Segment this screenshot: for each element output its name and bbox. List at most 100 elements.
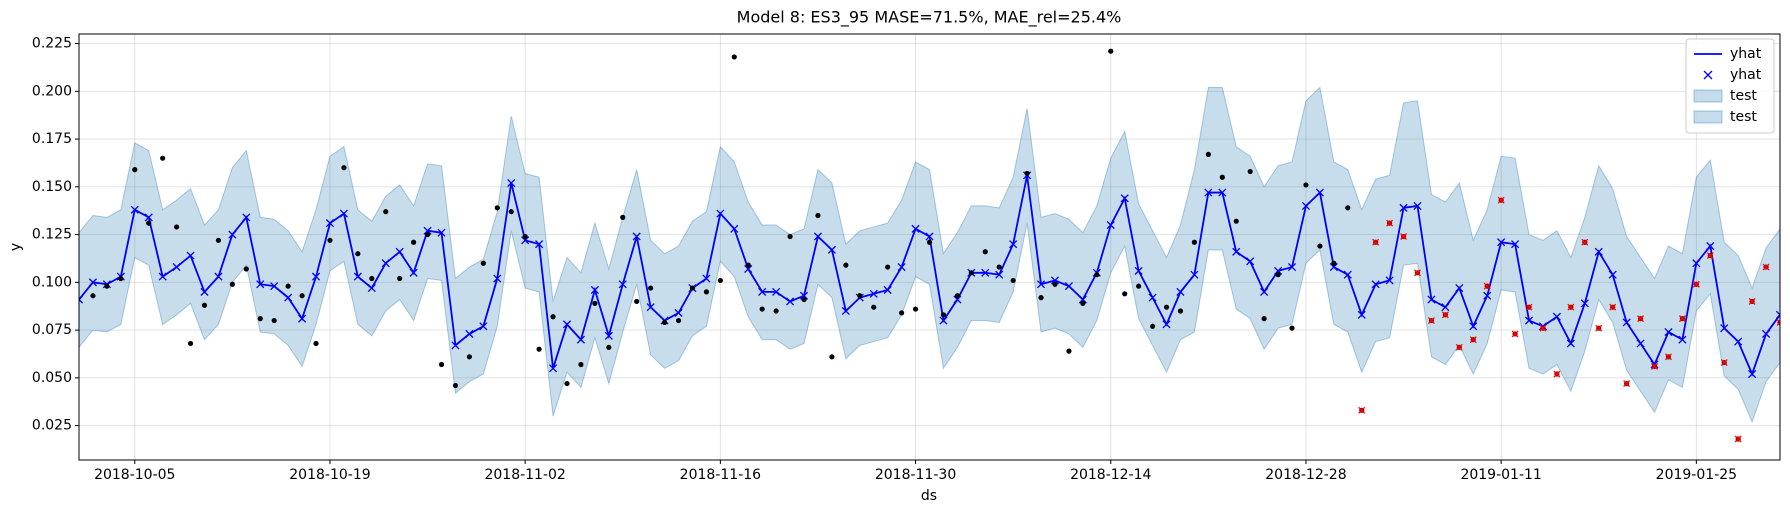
point-x-marker (1427, 317, 1435, 325)
x-marker (1608, 270, 1617, 279)
x-marker (786, 297, 795, 306)
x-marker (325, 219, 335, 228)
point (1163, 304, 1170, 310)
x-marker (79, 295, 84, 304)
x-marker (1246, 257, 1255, 266)
x-marker (1274, 266, 1283, 275)
point (1261, 316, 1267, 322)
x-marker (772, 287, 781, 296)
x-marker (186, 251, 195, 260)
legend-swatch (1693, 110, 1723, 124)
legend: yhat yhat test test (1685, 38, 1775, 134)
point-x-marker (1441, 311, 1449, 319)
point (1010, 277, 1016, 284)
point (243, 266, 249, 272)
chart-title: Model 8: ES3_95 MASE=71.5%, MAE_rel=25.4… (737, 8, 1122, 28)
point (787, 233, 793, 240)
x-marker (576, 335, 585, 344)
x-marker (897, 262, 906, 272)
point (634, 298, 640, 305)
point (689, 285, 696, 291)
y-tick-label: 0.125 (32, 227, 72, 243)
x-marker (548, 364, 558, 373)
x-marker (311, 272, 321, 281)
point-x-marker (1400, 233, 1408, 240)
x-marker (493, 274, 502, 283)
x-marker (1009, 240, 1018, 249)
point (717, 277, 723, 284)
x-marker (1120, 194, 1129, 203)
point (369, 275, 375, 282)
point (90, 293, 96, 299)
x-marker (214, 272, 223, 281)
x-marker (1357, 310, 1366, 319)
point (773, 308, 779, 314)
point-x-marker (1567, 303, 1575, 311)
x-marker (1134, 266, 1143, 275)
x-marker (674, 308, 683, 317)
x-marker (869, 289, 878, 298)
x-marker (1622, 318, 1631, 327)
point (550, 314, 556, 320)
point (522, 233, 528, 240)
point-x-marker (1609, 303, 1617, 311)
point (815, 212, 821, 219)
point (1331, 260, 1337, 266)
x-marker (1343, 270, 1352, 279)
point-x-marker (1665, 353, 1672, 361)
x-tick-label: 2018-12-14 (1070, 467, 1151, 483)
x-marker (883, 285, 892, 295)
point (578, 361, 584, 368)
point (1052, 281, 1058, 287)
x-marker (339, 209, 348, 218)
x-marker (953, 295, 962, 304)
point (899, 310, 905, 316)
legend-label: yhat (1730, 46, 1762, 62)
x-marker (1232, 247, 1241, 256)
point (285, 283, 291, 289)
x-marker (1497, 238, 1506, 247)
point (745, 262, 751, 268)
x-marker (1190, 270, 1199, 279)
x-marker (395, 247, 404, 256)
point (1149, 323, 1156, 329)
x-marker (827, 245, 836, 254)
x-marker (409, 268, 418, 277)
x-marker (1678, 335, 1687, 344)
x-marker (1106, 220, 1115, 230)
x-marker (1664, 327, 1673, 337)
plot-area (79, 48, 1780, 443)
point (675, 317, 682, 324)
point-x-marker (1706, 252, 1714, 260)
point (857, 293, 863, 299)
x-marker (758, 287, 767, 296)
point (494, 205, 500, 211)
point (1080, 300, 1086, 306)
x-marker (1176, 287, 1185, 296)
x-marker (1260, 287, 1269, 296)
point (1205, 151, 1211, 157)
point (397, 275, 403, 282)
point (160, 155, 166, 161)
point (187, 340, 194, 347)
x-marker (1315, 188, 1324, 197)
y-axis-label: y (8, 243, 24, 251)
point (299, 293, 305, 299)
point (424, 231, 431, 238)
point (1122, 291, 1128, 297)
point (327, 237, 333, 243)
point-x-marker (1497, 196, 1505, 204)
point-x-marker (1483, 282, 1491, 290)
point (536, 346, 542, 352)
x-marker (228, 230, 237, 239)
y-tick-label: 0.100 (32, 274, 72, 290)
x-marker (1580, 299, 1589, 308)
x-marker (451, 341, 460, 350)
x-marker (1524, 316, 1534, 325)
point-x-marker (1748, 297, 1756, 305)
point (1275, 272, 1281, 278)
point (759, 306, 765, 312)
point (271, 317, 277, 324)
y-tick-label: 0.050 (32, 370, 72, 386)
x-marker (1594, 247, 1603, 256)
